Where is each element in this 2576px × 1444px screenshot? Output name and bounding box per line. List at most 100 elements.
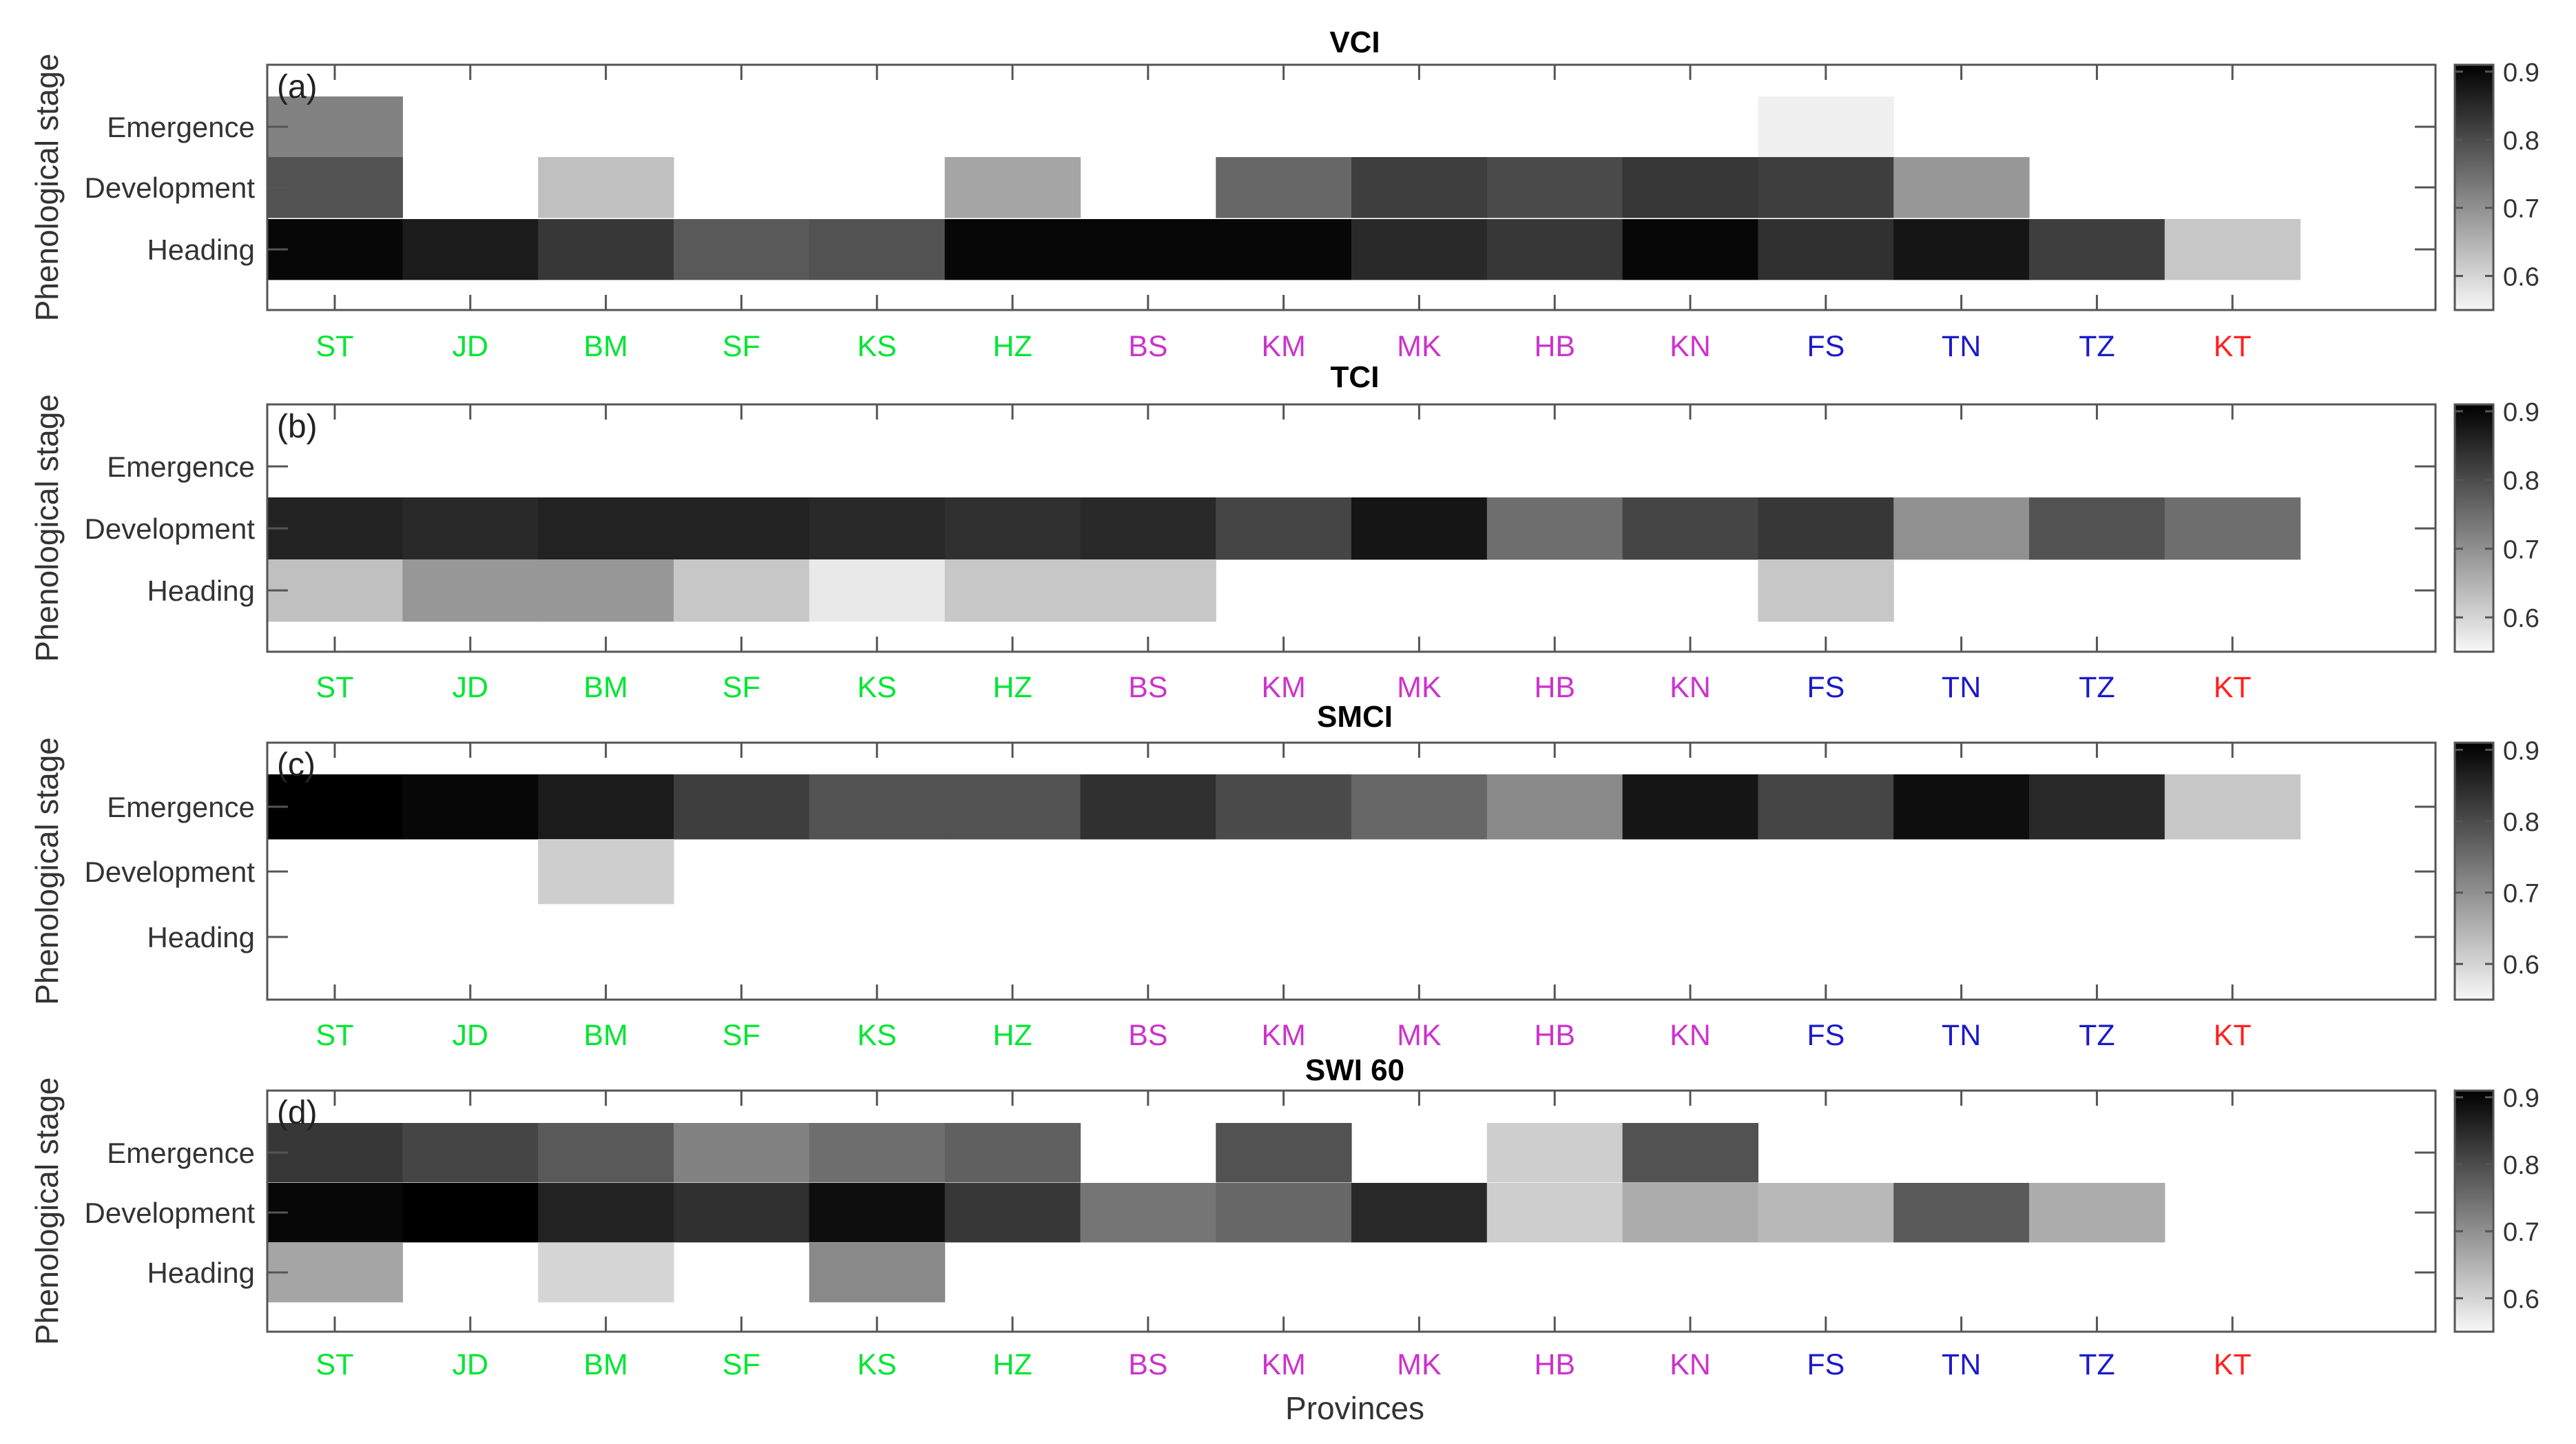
x-tick-label: JD (453, 671, 489, 704)
heatmap-cell (1758, 774, 1894, 840)
heatmap-cell (1216, 1123, 1352, 1183)
heatmap-cell (1080, 497, 1216, 560)
y-tick-label: Development (85, 856, 256, 888)
colorbar-gradient (2453, 63, 2495, 311)
x-tick-label: TN (1942, 330, 1981, 363)
panel-tag: (a) (277, 69, 318, 105)
heatmap-cell (674, 1183, 810, 1243)
heatmap-cell (674, 1123, 810, 1183)
heatmap-cell (674, 219, 810, 280)
heatmap-cell (267, 1123, 403, 1183)
x-tick-label: FS (1807, 671, 1845, 704)
x-tick-label: TZ (2079, 330, 2115, 363)
y-axis-label: Phenological stage (29, 394, 65, 662)
y-tick-label: Heading (147, 575, 255, 607)
x-tick-label: BM (583, 330, 628, 363)
colorbar-tick-label: 0.9 (2503, 398, 2539, 427)
panel-title: SMCI (1317, 700, 1393, 734)
heatmap-cell (538, 219, 674, 280)
y-axis-label: Phenological stage (29, 737, 65, 1005)
heatmap-cell (1486, 1123, 1623, 1183)
x-tick-label: KT (2214, 1019, 2252, 1052)
x-tick-label: MK (1397, 330, 1442, 363)
colorbar-tick-label: 0.9 (2503, 1084, 2539, 1113)
heatmap-cell (538, 839, 674, 905)
heatmap-cell (944, 1123, 1081, 1183)
heatmap-cell (1758, 1183, 1894, 1243)
heatmap-cell (944, 219, 1081, 280)
x-tick-label: HZ (993, 1019, 1032, 1052)
colorbar-tick-label: 0.7 (2503, 880, 2539, 909)
y-axis-label: Phenological stage (29, 54, 65, 322)
colorbar-tick-label: 0.9 (2503, 59, 2539, 87)
heatmap-cell (538, 1183, 674, 1243)
x-tick-label: KT (2214, 1348, 2252, 1381)
y-tick-label: Development (85, 513, 256, 545)
x-tick-label: ST (316, 1348, 354, 1381)
heatmap-cell (2029, 1183, 2165, 1243)
heatmap-cell (1758, 157, 1894, 218)
heatmap-cell (2164, 219, 2301, 280)
x-tick-label: SF (723, 1019, 760, 1052)
panel-2: TCI (b) ST JD BM SF KS HZ BS KM MK HB KN FS TN TZ KT Emer… (29, 360, 2539, 704)
heatmap-cell (2029, 219, 2165, 280)
x-tick-label: JD (453, 1348, 489, 1381)
panel-title: VCI (1329, 25, 1380, 59)
heatmap-cell (1893, 157, 2030, 218)
heatmap-cell (267, 96, 403, 158)
heatmap-cell (809, 1123, 946, 1183)
panel-tag: (c) (277, 747, 315, 783)
x-tick-label: TN (1942, 671, 1981, 704)
colorbar-gradient (2453, 403, 2495, 653)
heatmap-cell (538, 774, 674, 840)
x-tick-label: SF (723, 330, 760, 363)
heatmap-cell (1486, 1183, 1623, 1243)
x-tick-label: HZ (993, 330, 1032, 363)
colorbar: 0.9 0.8 0.7 0.6 (2453, 59, 2539, 311)
y-tick-label: Emergence (107, 1137, 255, 1169)
heatmap-cell (1486, 219, 1623, 280)
panel-title: SWI 60 (1305, 1053, 1404, 1087)
x-tick-label: KT (2214, 330, 2252, 363)
x-tick-label: KN (1670, 1348, 1711, 1381)
heatmap-cell (1351, 497, 1488, 560)
panel-1: VCI (a) ST JD BM SF KS HZ BS KM MK HB KN FS TN TZ KT Emer… (29, 25, 2539, 363)
heatmap-cell (809, 497, 946, 560)
heatmap-cell (402, 774, 539, 840)
x-tick-label: MK (1397, 671, 1442, 704)
x-tick-label: KS (858, 1019, 897, 1052)
heatmap-cell (1216, 157, 1352, 218)
colorbar-tick-label: 0.8 (2503, 127, 2539, 156)
colorbar: 0.9 0.8 0.7 0.6 (2453, 1084, 2539, 1333)
panel-3: SMCI (c) ST JD BM SF KS HZ BS KM MK HB KN FS TN TZ KT Eme… (29, 700, 2539, 1052)
heatmap-cell (267, 1243, 403, 1303)
heatmap-cell (538, 1243, 674, 1303)
heatmap-cell (538, 559, 674, 622)
heatmap-cell (944, 1183, 1081, 1243)
heatmap-cell (2164, 497, 2301, 560)
heatmap-cell (1622, 497, 1758, 560)
heatmap-cell (538, 1123, 674, 1183)
heatmap-cell (944, 774, 1081, 840)
x-tick-label: BM (583, 1019, 628, 1052)
x-tick-label: BM (583, 1348, 628, 1381)
heatmap-cell (674, 774, 810, 840)
y-tick-label: Development (85, 1197, 256, 1229)
x-tick-label: TZ (2079, 1348, 2115, 1381)
x-tick-label: MK (1397, 1019, 1442, 1052)
x-tick-label: TN (1942, 1348, 1981, 1381)
heatmap-cell (1893, 219, 2030, 280)
x-axis-label: Provinces (1285, 1390, 1424, 1426)
heatmap-cell (809, 1183, 946, 1243)
heatmap-cell (1351, 157, 1488, 218)
x-tick-label: KN (1670, 1019, 1711, 1052)
colorbar-tick-label: 0.8 (2503, 1151, 2539, 1180)
axes-frame (266, 1089, 2437, 1333)
heatmap-cell (809, 1243, 946, 1303)
heatmap-cell (1758, 219, 1894, 280)
heatmap-cell (1758, 497, 1894, 560)
heatmap-cell (674, 559, 810, 622)
heatmap-cell (1758, 559, 1894, 622)
heatmap-cell (1486, 157, 1623, 218)
